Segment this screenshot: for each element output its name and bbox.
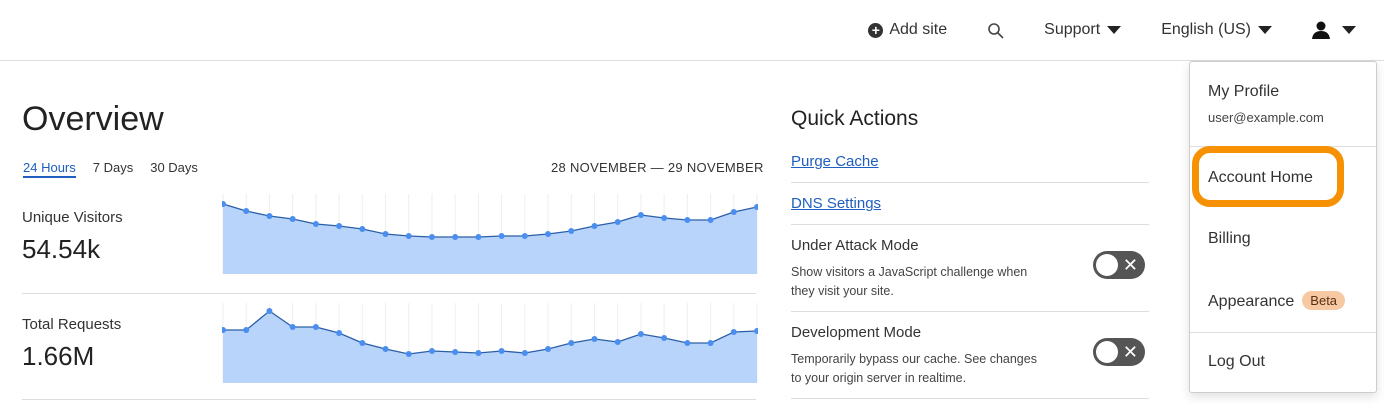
language-dropdown[interactable]: English (US) — [1161, 21, 1272, 39]
date-range: 28 NOVEMBER — 29 NOVEMBER — [551, 160, 764, 175]
area-fill — [223, 204, 757, 274]
divider — [791, 398, 1149, 399]
development-mode-toggle[interactable]: ✕ — [1093, 338, 1145, 366]
data-point — [266, 213, 273, 219]
data-point — [359, 226, 366, 232]
metric-total-requests: Total Requests 1.66M — [22, 316, 122, 371]
data-point — [661, 335, 668, 341]
area-fill — [223, 311, 757, 383]
divider — [791, 311, 1149, 312]
divider — [22, 399, 756, 400]
search-button[interactable] — [987, 22, 1004, 39]
data-point — [637, 212, 644, 218]
series-line — [223, 310, 758, 355]
data-point — [452, 234, 459, 240]
data-point — [754, 204, 758, 210]
caret-down-icon — [1258, 26, 1272, 34]
data-point — [730, 329, 737, 335]
development-mode: Development Mode Temporarily bypass our … — [791, 324, 1037, 385]
data-point — [428, 348, 435, 354]
user-dropdown-menu: My Profile user@example.com Account Home… — [1189, 61, 1377, 393]
data-point — [684, 217, 691, 223]
data-point — [405, 233, 412, 239]
dns-settings-link[interactable]: DNS Settings — [791, 195, 882, 212]
data-point — [498, 233, 505, 239]
divider — [1190, 332, 1376, 333]
data-point — [521, 233, 528, 239]
under-attack-toggle[interactable]: ✕ — [1093, 251, 1145, 279]
data-point — [614, 219, 621, 225]
metric-unique-visitors: Unique Visitors 54.54k — [22, 209, 123, 264]
menu-item-appearance[interactable]: Appearance Beta — [1208, 291, 1346, 311]
tab-7-days[interactable]: 7 Days — [92, 160, 134, 175]
data-point — [684, 340, 691, 346]
data-point — [591, 336, 598, 342]
tab-24-hours[interactable]: 24 Hours — [23, 160, 76, 178]
menu-item-account-home[interactable]: Account Home — [1208, 169, 1313, 186]
data-point — [452, 349, 459, 355]
data-point — [754, 328, 758, 334]
close-icon: ✕ — [1122, 342, 1138, 362]
data-point — [243, 327, 250, 333]
data-point — [289, 216, 296, 222]
user-icon — [1312, 21, 1330, 39]
data-point — [475, 350, 482, 356]
menu-item-my-profile[interactable]: My Profile — [1208, 83, 1280, 100]
highlight-annotation — [1192, 146, 1344, 207]
data-point — [545, 346, 552, 352]
user-menu-button[interactable] — [1312, 21, 1356, 39]
data-point — [336, 223, 343, 229]
user-email: user@example.com — [1208, 110, 1324, 125]
data-point — [222, 327, 226, 333]
data-point — [521, 350, 528, 356]
divider — [22, 293, 756, 294]
series-line — [222, 203, 758, 238]
search-icon — [988, 22, 1004, 39]
data-point — [545, 231, 552, 237]
data-point — [382, 346, 389, 352]
caret-down-icon — [1107, 26, 1122, 34]
data-point — [475, 234, 482, 240]
data-point — [222, 201, 226, 207]
data-point — [382, 231, 389, 237]
data-point — [591, 223, 598, 229]
data-point — [568, 228, 575, 234]
tab-30-days[interactable]: 30 Days — [150, 160, 198, 175]
purge-cache-link[interactable]: Purge Cache — [791, 153, 879, 170]
data-point — [614, 339, 621, 345]
data-point — [312, 324, 319, 330]
menu-item-billing[interactable]: Billing — [1208, 230, 1251, 247]
data-point — [428, 234, 435, 240]
data-point — [568, 340, 575, 346]
data-point — [730, 209, 737, 215]
caret-down-icon — [1342, 26, 1356, 34]
divider — [791, 224, 1149, 225]
top-bar: + Add site Support English (US) — [0, 0, 1384, 61]
quick-actions-title: Quick Actions — [791, 107, 919, 130]
support-dropdown[interactable]: Support — [1044, 21, 1122, 39]
plus-circle-icon: + — [868, 22, 884, 38]
data-point — [707, 340, 714, 346]
time-range-tabs: 24 Hours 7 Days 30 Days — [23, 160, 198, 178]
divider — [791, 182, 1149, 183]
data-point — [336, 330, 343, 336]
data-point — [637, 331, 644, 337]
page-title: Overview — [22, 100, 164, 138]
data-point — [359, 340, 366, 346]
beta-badge: Beta — [1302, 291, 1346, 310]
close-icon: ✕ — [1122, 255, 1138, 275]
data-point — [405, 351, 412, 357]
total-requests-sparkline — [222, 303, 758, 383]
data-point — [498, 348, 505, 354]
data-point — [266, 308, 273, 314]
add-site-button[interactable]: + Add site — [868, 21, 947, 39]
menu-item-log-out[interactable]: Log Out — [1208, 353, 1265, 370]
data-point — [312, 221, 319, 227]
data-point — [707, 217, 714, 223]
unique-visitors-sparkline — [222, 194, 758, 274]
data-point — [289, 324, 296, 330]
data-point — [243, 208, 250, 214]
data-point — [661, 215, 668, 221]
under-attack-mode: Under Attack Mode Show visitors a JavaSc… — [791, 237, 1028, 298]
